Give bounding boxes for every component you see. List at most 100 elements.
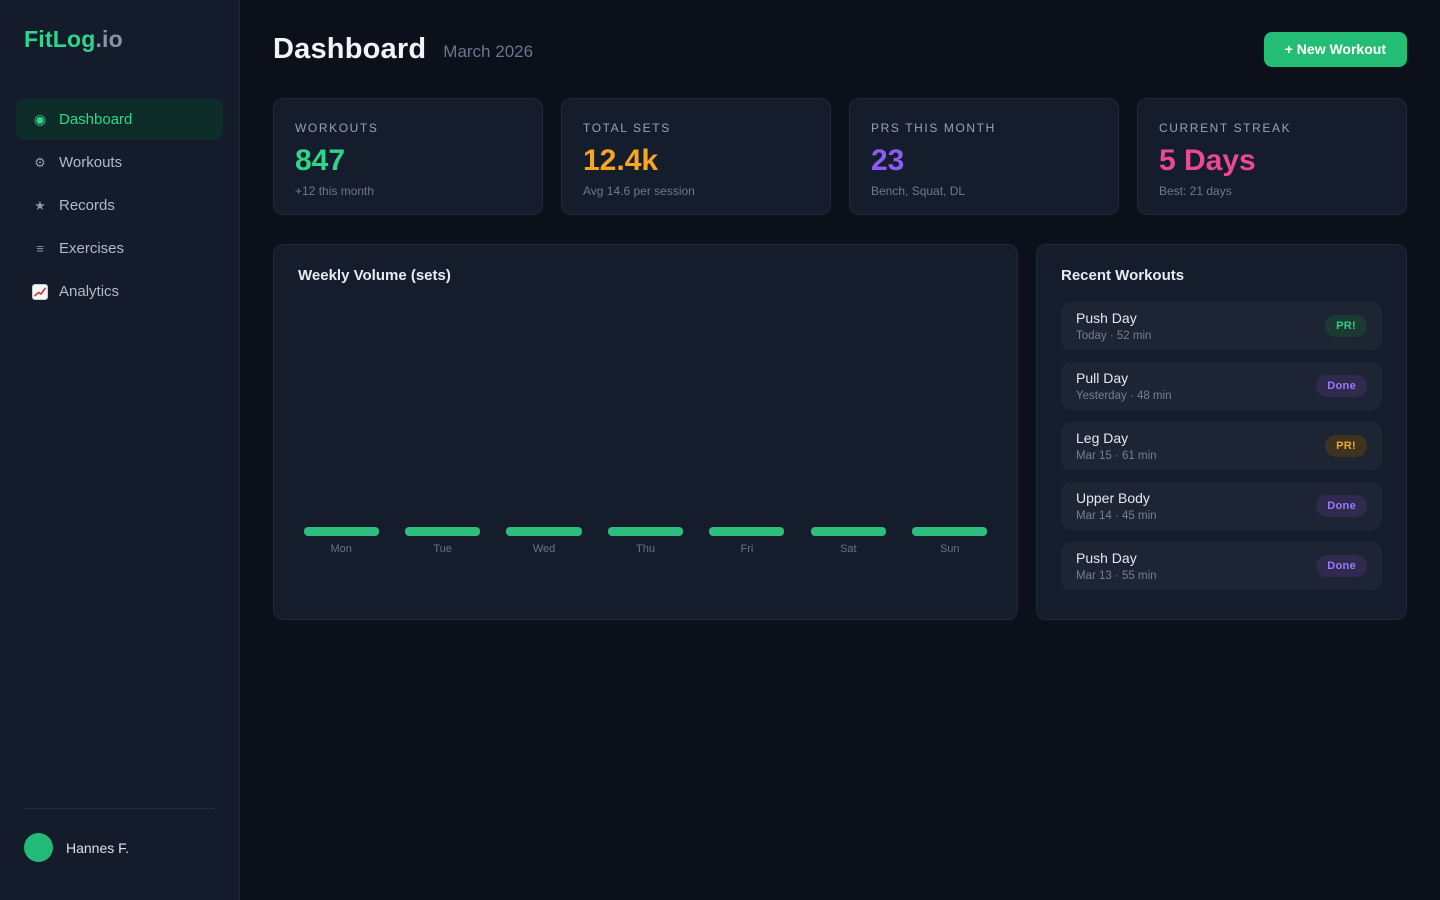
page-title: Dashboard	[273, 32, 427, 65]
chart-column: Wed	[501, 527, 587, 555]
sidebar-item-label: Workouts	[59, 154, 123, 171]
recent-workouts-panel: Recent Workouts Push Day Today · 52 min …	[1036, 244, 1407, 620]
sidebar-item-label: Dashboard	[59, 111, 133, 128]
chart-bar	[607, 527, 684, 536]
stat-value: 12.4k	[583, 144, 659, 177]
stat-label: CURRENT STREAK	[1159, 121, 1292, 135]
stat-sub: +12 this month	[295, 184, 375, 198]
bar-chart-plot: Mon Tue Wed Thu	[298, 294, 993, 555]
chart-bar	[912, 527, 988, 536]
stat-value: 847	[295, 144, 346, 177]
dashboard-dot-icon: ◉	[33, 111, 47, 127]
chart-column: Thu	[602, 527, 688, 555]
stat-card-total-sets: TOTAL SETS 12.4k Avg 14.6 per session	[561, 98, 831, 215]
x-axis-tick: Sat	[840, 543, 857, 555]
stat-label: TOTAL SETS	[583, 121, 671, 135]
sidebar-nav: ◉ Dashboard ⚙ Workouts ★ Records ≡ Exerc…	[16, 99, 223, 312]
new-workout-button[interactable]: + New Workout	[1263, 31, 1407, 67]
sidebar-item-label: Analytics	[59, 283, 120, 300]
user-name: Hannes F.	[66, 839, 130, 856]
workout-meta: Mar 14 · 45 min	[1076, 509, 1157, 522]
workout-meta: Today · 52 min	[1076, 329, 1152, 342]
star-icon: ★	[34, 197, 46, 213]
stat-card-streak: CURRENT STREAK 5 Days Best: 21 days	[1137, 98, 1407, 215]
workout-name: Push Day	[1076, 310, 1137, 327]
user-profile[interactable]: Hannes F.	[24, 833, 215, 900]
workout-name: Push Day	[1076, 550, 1137, 567]
stat-sub: Best: 21 days	[1159, 184, 1232, 198]
sidebar-item-dashboard[interactable]: ◉ Dashboard	[16, 99, 223, 140]
content-row: Weekly Volume (sets) Mon Tue Wed	[273, 244, 1407, 620]
stat-sub: Avg 14.6 per session	[583, 184, 695, 198]
weekly-volume-chart: Weekly Volume (sets) Mon Tue Wed	[273, 244, 1018, 620]
sidebar-item-label: Exercises	[59, 240, 125, 257]
logo-suffix: .io	[95, 26, 123, 52]
app-logo: FitLog.io	[16, 26, 223, 53]
gear-icon: ⚙	[34, 154, 46, 170]
sidebar: FitLog.io ◉ Dashboard ⚙ Workouts ★ Recor…	[0, 0, 240, 900]
workout-name: Pull Day	[1076, 370, 1129, 387]
stat-value: 23	[871, 144, 905, 177]
workout-name: Leg Day	[1076, 430, 1129, 447]
main-content: Dashboard March 2026 + New Workout WORKO…	[240, 0, 1440, 900]
workout-list-item[interactable]: Push Day Mar 13 · 55 min Done	[1061, 542, 1382, 590]
workout-list-item[interactable]: Upper Body Mar 14 · 45 min Done	[1061, 482, 1382, 530]
recent-workouts-list: Push Day Today · 52 min PR! Pull Day Yes…	[1061, 302, 1382, 590]
workout-list-item[interactable]: Push Day Today · 52 min PR!	[1061, 302, 1382, 350]
chart-column: Sat	[805, 527, 891, 555]
stat-card-workouts: WORKOUTS 847 +12 this month	[273, 98, 543, 215]
list-icon: ≡	[36, 241, 44, 256]
workout-meta: Mar 15 · 61 min	[1076, 449, 1157, 462]
sidebar-item-workouts[interactable]: ⚙ Workouts	[16, 142, 223, 183]
x-axis-tick: Tue	[433, 543, 452, 555]
workout-list-item[interactable]: Leg Day Mar 15 · 61 min PR!	[1061, 422, 1382, 470]
stat-value: 5 Days	[1159, 144, 1256, 177]
sidebar-item-analytics[interactable]: Analytics	[16, 271, 223, 312]
workout-text: Leg Day Mar 15 · 61 min	[1076, 430, 1157, 462]
pr-badge: PR!	[1325, 315, 1367, 337]
chart-bar	[405, 527, 481, 536]
stat-card-prs: PRS THIS MONTH 23 Bench, Squat, DL	[849, 98, 1119, 215]
x-axis-tick: Thu	[635, 543, 655, 555]
chart-column: Fri	[704, 527, 790, 555]
workout-text: Push Day Today · 52 min	[1076, 310, 1151, 342]
chart-column: Mon	[298, 527, 384, 555]
workout-text: Upper Body Mar 14 · 45 min	[1076, 490, 1157, 522]
stat-label: WORKOUTS	[295, 121, 379, 135]
sidebar-item-exercises[interactable]: ≡ Exercises	[16, 228, 223, 269]
workout-meta: Yesterday · 48 min	[1076, 389, 1172, 402]
chart-bar	[303, 527, 379, 536]
x-axis-tick: Sun	[939, 543, 960, 555]
sidebar-item-label: Records	[59, 197, 115, 214]
pr-badge: PR!	[1325, 435, 1367, 457]
chart-increasing-icon	[31, 283, 49, 300]
sidebar-item-records[interactable]: ★ Records	[16, 185, 223, 226]
chart-column: Sun	[907, 527, 993, 555]
x-axis-tick: Wed	[532, 543, 556, 555]
divider	[24, 808, 215, 809]
chart-title: Weekly Volume (sets)	[298, 267, 451, 284]
done-badge: Done	[1316, 375, 1367, 397]
done-badge: Done	[1316, 555, 1367, 577]
workout-text: Pull Day Yesterday · 48 min	[1076, 370, 1171, 402]
workout-text: Push Day Mar 13 · 55 min	[1076, 550, 1157, 582]
stat-label: PRS THIS MONTH	[871, 121, 996, 135]
page-subtitle: March 2026	[443, 42, 534, 61]
done-badge: Done	[1316, 495, 1367, 517]
x-axis-tick: Mon	[330, 543, 352, 555]
logo-brand: FitLog	[24, 26, 96, 52]
avatar	[24, 833, 53, 862]
chart-bar	[810, 527, 886, 536]
sidebar-footer: Hannes F.	[16, 808, 223, 900]
workout-name: Upper Body	[1076, 490, 1150, 507]
workout-list-item[interactable]: Pull Day Yesterday · 48 min Done	[1061, 362, 1382, 410]
recent-workouts-title: Recent Workouts	[1061, 267, 1185, 284]
chart-column: Tue	[399, 527, 485, 555]
workout-meta: Mar 13 · 55 min	[1076, 569, 1157, 582]
page-header: Dashboard March 2026 + New Workout	[273, 30, 1407, 68]
stats-row: WORKOUTS 847 +12 this month TOTAL SETS 1…	[273, 98, 1407, 215]
chart-bar	[506, 527, 582, 536]
chart-bar	[709, 527, 785, 536]
x-axis-tick: Fri	[740, 543, 754, 555]
